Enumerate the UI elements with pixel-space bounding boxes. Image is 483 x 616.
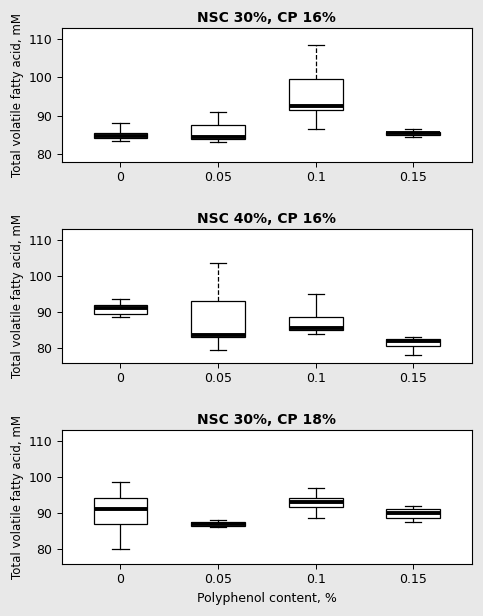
Bar	[191, 522, 245, 525]
Bar	[191, 125, 245, 139]
Bar	[94, 133, 147, 138]
Bar	[386, 509, 440, 518]
X-axis label: Polyphenol content, %: Polyphenol content, %	[197, 592, 337, 605]
Y-axis label: Total volatile fatty acid, mM: Total volatile fatty acid, mM	[11, 415, 24, 578]
Bar	[386, 339, 440, 346]
Title: NSC 30%, CP 18%: NSC 30%, CP 18%	[198, 413, 336, 427]
Bar	[94, 305, 147, 314]
Title: NSC 30%, CP 16%: NSC 30%, CP 16%	[198, 11, 336, 25]
Bar	[386, 132, 440, 135]
Bar	[191, 301, 245, 338]
Y-axis label: Total volatile fatty acid, mM: Total volatile fatty acid, mM	[11, 13, 24, 177]
Y-axis label: Total volatile fatty acid, mM: Total volatile fatty acid, mM	[11, 214, 24, 378]
Bar	[289, 317, 342, 330]
Bar	[94, 498, 147, 524]
Bar	[289, 498, 342, 508]
Bar	[289, 79, 342, 110]
Title: NSC 40%, CP 16%: NSC 40%, CP 16%	[198, 212, 336, 226]
